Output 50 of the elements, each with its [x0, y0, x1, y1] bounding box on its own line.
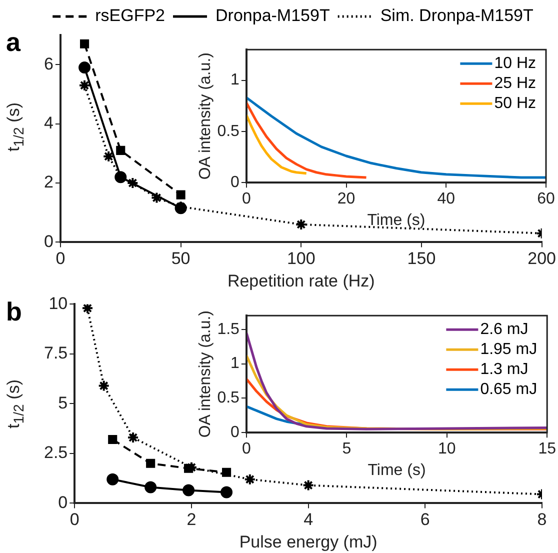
- text: a: [6, 27, 21, 58]
- x-tick-label: 15: [538, 440, 556, 458]
- legend-label: 50 Hz: [494, 95, 536, 112]
- x-tick-label: 10: [438, 440, 456, 458]
- x-tick-label: 0: [242, 440, 251, 458]
- y-tick-label: 0.5: [217, 390, 240, 407]
- y-tick-label: 0: [58, 492, 68, 512]
- legend-label: 2.6 mJ: [480, 321, 528, 338]
- y-axis-title: OA intensity (a.u.): [197, 52, 214, 180]
- legend-label: 1.95 mJ: [480, 341, 538, 358]
- x-tick-label: 50: [171, 249, 190, 268]
- legend-label: 10 Hz: [494, 55, 536, 72]
- y-tick-label: 6: [44, 54, 54, 74]
- legend-label: Dronpa-M159T: [216, 6, 330, 26]
- x-tick-label: 60: [537, 190, 555, 208]
- x-tick-label: 8: [537, 510, 547, 530]
- y-tick-label: 0: [44, 232, 54, 251]
- x-axis-title: Pulse energy (mJ): [239, 532, 378, 552]
- x-tick-label: 20: [337, 190, 356, 208]
- y-tick-label: 1: [230, 72, 240, 89]
- y-tick-label: 0: [230, 424, 240, 442]
- y-tick-label: 5: [58, 393, 68, 412]
- x-axis-title: Time (s): [367, 212, 426, 229]
- y-tick-label: 7.5: [44, 344, 68, 363]
- x-tick-label: 40: [437, 190, 456, 208]
- y-tick-label: 2: [44, 172, 54, 192]
- x-axis-title: Repetition rate (Hz): [227, 271, 375, 290]
- legend-label: 1.3 mJ: [480, 361, 528, 378]
- legend-label: Sim. Dronpa-M159T: [380, 6, 534, 26]
- text: b: [6, 296, 22, 326]
- x-tick-label: 200: [528, 249, 556, 268]
- y-tick-label: 0: [230, 174, 240, 192]
- x-tick-label: 100: [286, 249, 316, 268]
- x-tick-label: 0: [242, 190, 251, 208]
- x-tick-label: 2: [186, 510, 196, 530]
- x-tick-label: 5: [342, 440, 352, 458]
- legend-label: rsEGFP2: [95, 6, 166, 26]
- legend-label: 25 Hz: [494, 75, 536, 92]
- x-tick-label: 4: [304, 510, 314, 530]
- y-tick-label: 1: [230, 355, 240, 372]
- y-tick-label: 1.5: [217, 320, 240, 338]
- y-tick-label: 10: [48, 294, 68, 313]
- x-tick-label: 6: [420, 510, 430, 530]
- y-tick-label: 0.5: [217, 122, 240, 140]
- y-axis-title: OA intensity (a.u.): [197, 310, 214, 438]
- x-tick-label: 150: [407, 249, 436, 268]
- y-tick-label: 4: [44, 113, 54, 132]
- x-axis-title: Time (s): [368, 462, 426, 479]
- y-tick-label: 2.5: [44, 443, 68, 462]
- legend-label: 0.65 mJ: [480, 381, 538, 398]
